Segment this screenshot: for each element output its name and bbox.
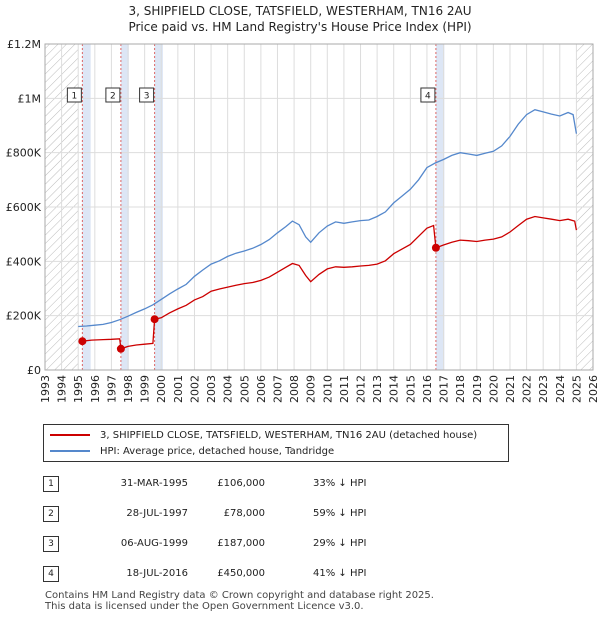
- sale-label-box-3: [139, 87, 155, 103]
- x-tick-label: 2004: [222, 375, 235, 403]
- x-tick-label: 2022: [521, 375, 534, 403]
- sale-date: 06-AUG-1999: [120, 538, 188, 549]
- x-tick-label: 2013: [371, 375, 384, 403]
- legend-item-property: 3, SHIPFIELD CLOSE, TATSFIELD, WESTERHAM…: [50, 428, 477, 442]
- y-tick-label: £800K: [6, 147, 42, 160]
- x-tick-label: 2023: [537, 375, 550, 403]
- x-tick-label: 2025: [570, 375, 583, 403]
- sale-label-3: 3: [144, 92, 150, 102]
- sale-number: 1: [43, 476, 59, 492]
- legend-swatch-property: [50, 434, 90, 436]
- sale-label-1: 1: [71, 92, 77, 102]
- x-tick-label: 2006: [255, 375, 268, 403]
- sale-point-1: [78, 337, 87, 346]
- sale-hpi-diff: 41% ↓ HPI: [313, 568, 367, 579]
- sale-date: 31-MAR-1995: [120, 478, 188, 489]
- x-tick-label: 2000: [155, 375, 168, 403]
- sale-point-4: [431, 243, 440, 252]
- x-tick-label: 2002: [188, 375, 201, 403]
- chart-title-line2: Price paid vs. HM Land Registry's House …: [128, 20, 472, 34]
- x-tick-label: 2012: [355, 375, 368, 403]
- x-tick-label: 2021: [504, 375, 517, 403]
- x-tick-label: 2019: [471, 375, 484, 403]
- hpi-line: [78, 109, 578, 328]
- sale-number: 2: [43, 506, 59, 522]
- sale-hpi-diff: 33% ↓ HPI: [313, 478, 367, 489]
- x-tick-label: 1999: [139, 375, 152, 403]
- legend: 3, SHIPFIELD CLOSE, TATSFIELD, WESTERHAM…: [43, 424, 509, 462]
- y-tick-label: £1M: [18, 92, 42, 105]
- sale-row: 4 18-JUL-2016 £450,000 41% ↓ HPI: [0, 564, 600, 584]
- x-tick-label: 2007: [271, 375, 284, 403]
- x-tick-label: 1994: [56, 375, 69, 403]
- sale-label-box-2: [105, 87, 121, 103]
- property-price-line: [82, 215, 578, 350]
- x-tick-label: 2010: [321, 375, 334, 403]
- x-tick-label: 2024: [554, 375, 567, 403]
- sale-number: 4: [43, 566, 59, 582]
- y-tick-label: £400K: [6, 255, 42, 268]
- x-tick-label: 2008: [288, 375, 301, 403]
- y-tick-label: £200K: [6, 310, 42, 323]
- x-tick-label: 2020: [487, 375, 500, 403]
- sale-row: 3 06-AUG-1999 £187,000 29% ↓ HPI: [0, 534, 600, 554]
- x-tick-label: 2005: [238, 375, 251, 403]
- y-tick-label: £0: [27, 364, 41, 377]
- sale-point-2: [116, 344, 125, 353]
- legend-item-hpi: HPI: Average price, detached house, Tand…: [50, 444, 334, 458]
- sale-hpi-diff: 59% ↓ HPI: [313, 508, 367, 519]
- footer: Contains HM Land Registry data © Crown c…: [45, 590, 434, 612]
- x-tick-label: 2016: [421, 375, 434, 403]
- x-tick-label: 1997: [105, 375, 118, 403]
- sale-date: 18-JUL-2016: [126, 568, 188, 579]
- sale-date: 28-JUL-1997: [126, 508, 188, 519]
- x-tick-label: 1993: [39, 375, 52, 403]
- sale-row: 1 31-MAR-1995 £106,000 33% ↓ HPI: [0, 474, 600, 494]
- x-tick-label: 2018: [454, 375, 467, 403]
- sale-label-box-4: [420, 87, 436, 103]
- legend-swatch-hpi: [50, 450, 90, 452]
- footer-copyright: Contains HM Land Registry data © Crown c…: [45, 590, 434, 601]
- x-tick-label: 2017: [438, 375, 451, 403]
- x-tick-label: 2015: [404, 375, 417, 403]
- legend-label-property: 3, SHIPFIELD CLOSE, TATSFIELD, WESTERHAM…: [100, 429, 478, 441]
- legend-label-hpi: HPI: Average price, detached house, Tand…: [100, 445, 335, 457]
- plot-frame: [44, 43, 594, 371]
- x-tick-label: 2011: [338, 375, 351, 403]
- sale-price: £106,000: [217, 478, 265, 489]
- y-tick-label: £600K: [6, 201, 42, 214]
- x-tick-label: 2009: [305, 375, 318, 403]
- sale-label-4: 4: [425, 92, 431, 102]
- footer-licence: This data is licensed under the Open Gov…: [45, 601, 364, 612]
- sale-hpi-diff: 29% ↓ HPI: [313, 538, 367, 549]
- sale-number: 3: [43, 536, 59, 552]
- x-tick-label: 1996: [89, 375, 102, 403]
- sale-label-2: 2: [110, 92, 116, 102]
- sale-label-box-1: [66, 87, 82, 103]
- x-tick-label: 2003: [205, 375, 218, 403]
- sale-price: £78,000: [223, 508, 265, 519]
- x-tick-label: 2001: [172, 375, 185, 403]
- chart-title-line1: 3, SHIPFIELD CLOSE, TATSFIELD, WESTERHAM…: [128, 4, 472, 18]
- y-tick-label: £1.2M: [7, 38, 41, 51]
- sale-price: £187,000: [217, 538, 265, 549]
- x-tick-label: 1998: [122, 375, 135, 403]
- x-tick-label: 1995: [72, 375, 85, 403]
- x-tick-label: 2014: [388, 375, 401, 403]
- sale-point-3: [150, 315, 159, 324]
- sale-price: £450,000: [217, 568, 265, 579]
- price-chart: 1 2 3 4 £0 £200K £400K £600K £800K £1M £1.2M 1993 19…: [6, 38, 600, 403]
- x-tick-label: 2026: [587, 375, 600, 403]
- sale-row: 2 28-JUL-1997 £78,000 59% ↓ HPI: [0, 504, 600, 524]
